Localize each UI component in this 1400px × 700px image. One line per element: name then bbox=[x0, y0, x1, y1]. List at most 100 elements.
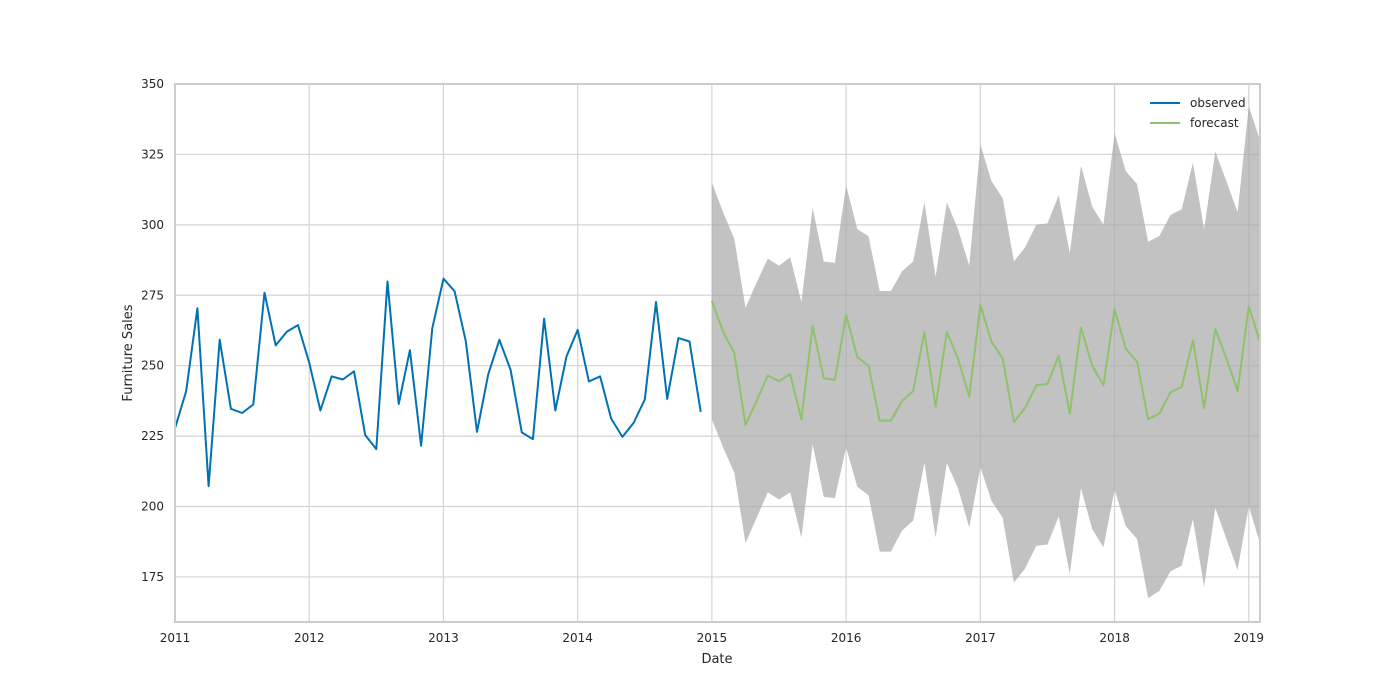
observed-point bbox=[397, 402, 400, 405]
observed-point bbox=[654, 301, 657, 304]
forecast-point bbox=[878, 419, 881, 422]
forecast-point bbox=[1135, 360, 1138, 363]
forecast-point bbox=[934, 405, 937, 408]
forecast-point bbox=[822, 377, 825, 380]
observed-point bbox=[677, 337, 680, 340]
x-axis-label: Date bbox=[701, 652, 732, 667]
forecast-point bbox=[945, 330, 948, 333]
observed-point bbox=[375, 448, 378, 451]
observed-point bbox=[442, 277, 445, 280]
forecast-point bbox=[1046, 382, 1049, 385]
y-tick-label: 225 bbox=[141, 429, 164, 443]
x-tick-label: 2013 bbox=[428, 631, 459, 645]
observed-point bbox=[431, 327, 434, 330]
forecast-point bbox=[1068, 412, 1071, 415]
forecast-point bbox=[778, 380, 781, 383]
forecast-point bbox=[833, 378, 836, 381]
forecast-point bbox=[755, 399, 758, 402]
observed-point bbox=[185, 390, 188, 393]
observed-point bbox=[308, 361, 311, 364]
forecast-point bbox=[1247, 305, 1250, 308]
forecast-point bbox=[1158, 412, 1161, 415]
forecast-point bbox=[1147, 418, 1150, 421]
forecast-point bbox=[1012, 421, 1015, 424]
observed-point bbox=[666, 397, 669, 400]
observed-point bbox=[364, 433, 367, 436]
forecast-point bbox=[1169, 391, 1172, 394]
observed-point bbox=[476, 430, 479, 433]
observed-point bbox=[218, 338, 221, 341]
forecast-point bbox=[744, 423, 747, 426]
y-tick-label: 350 bbox=[141, 77, 164, 91]
forecast-point bbox=[1057, 354, 1060, 357]
forecast-point bbox=[901, 399, 904, 402]
observed-point bbox=[263, 291, 266, 294]
y-axis-label: Furniture Sales bbox=[121, 304, 136, 401]
forecast-point bbox=[1124, 347, 1127, 350]
forecast-point bbox=[1214, 328, 1217, 331]
legend-forecast-label: forecast bbox=[1190, 116, 1239, 130]
forecast-point bbox=[1035, 384, 1038, 387]
x-tick-label: 2019 bbox=[1234, 631, 1265, 645]
observed-point bbox=[453, 290, 456, 293]
observed-point bbox=[621, 435, 624, 438]
forecast-point bbox=[956, 357, 959, 360]
observed-point bbox=[520, 431, 523, 434]
forecast-point bbox=[979, 304, 982, 307]
observed-point bbox=[229, 407, 232, 410]
forecast-series-line bbox=[710, 300, 1261, 426]
observed-point bbox=[420, 444, 423, 447]
legend-observed-label: observed bbox=[1190, 96, 1246, 110]
observed-series-line bbox=[174, 277, 702, 488]
observed-point bbox=[274, 344, 277, 347]
forecast-point bbox=[733, 352, 736, 355]
observed-point bbox=[408, 349, 411, 352]
observed-point bbox=[487, 373, 490, 376]
observed-point bbox=[610, 417, 613, 420]
observed-point bbox=[285, 330, 288, 333]
observed-point bbox=[587, 380, 590, 383]
forecast-point bbox=[766, 374, 769, 377]
observed-point bbox=[241, 411, 244, 414]
observed-point bbox=[341, 378, 344, 381]
forecast-point bbox=[1180, 385, 1183, 388]
x-tick-label: 2016 bbox=[831, 631, 862, 645]
observed-point bbox=[330, 375, 333, 378]
forecast-point bbox=[1001, 357, 1004, 360]
y-tick-label: 175 bbox=[141, 570, 164, 584]
x-tick-label: 2011 bbox=[160, 631, 191, 645]
observed-point bbox=[196, 307, 199, 310]
forecast-point bbox=[1080, 326, 1083, 329]
observed-point bbox=[498, 338, 501, 341]
observed-point bbox=[599, 375, 602, 378]
observed-point bbox=[554, 409, 557, 412]
plot-frame bbox=[174, 83, 1261, 623]
forecast-point bbox=[1191, 339, 1194, 342]
x-tick-label: 2012 bbox=[294, 631, 325, 645]
observed-point bbox=[464, 340, 467, 343]
forecast-point bbox=[710, 299, 713, 302]
observed-point bbox=[543, 317, 546, 320]
forecast-point bbox=[1225, 357, 1228, 360]
forecast-point bbox=[1203, 406, 1206, 409]
x-tick-label: 2018 bbox=[1099, 631, 1130, 645]
forecast-point bbox=[923, 330, 926, 333]
forecast-point bbox=[789, 373, 792, 376]
observed-point bbox=[352, 370, 355, 373]
forecast-point bbox=[1024, 406, 1027, 409]
forecast-point bbox=[722, 330, 725, 333]
observed-point bbox=[565, 355, 568, 358]
legend: observed forecast bbox=[1150, 96, 1246, 130]
forecast-point bbox=[968, 395, 971, 398]
y-tick-label: 300 bbox=[141, 218, 164, 232]
y-tick-label: 250 bbox=[141, 359, 164, 373]
forecast-point bbox=[889, 419, 892, 422]
x-axis-ticks: 2011 2012 2013 2014 2015 2016 2017 2018 2019 bbox=[160, 631, 1264, 645]
forecast-point bbox=[1113, 308, 1116, 311]
forecast-point bbox=[867, 364, 870, 367]
observed-point bbox=[252, 403, 255, 406]
forecast-point bbox=[990, 340, 993, 343]
forecast-point bbox=[912, 390, 915, 393]
x-tick-label: 2017 bbox=[965, 631, 996, 645]
